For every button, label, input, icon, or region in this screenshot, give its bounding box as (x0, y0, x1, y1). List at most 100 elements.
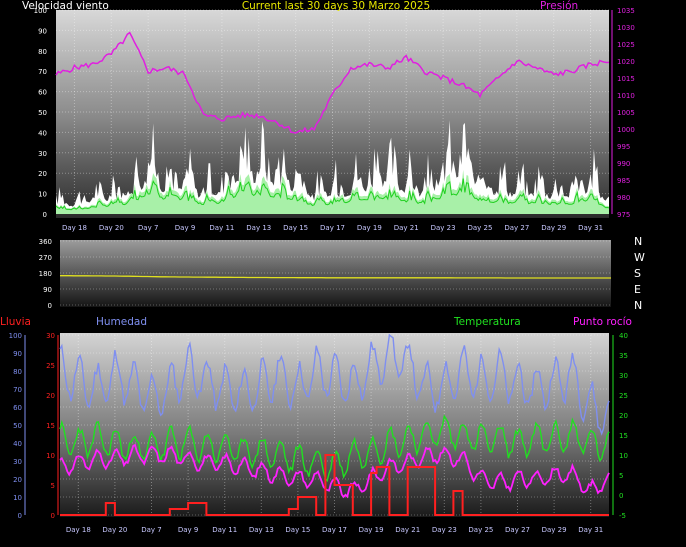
wind-axis-tick: 20 (38, 170, 47, 178)
weather-day-tick: Day 9 (178, 526, 199, 534)
weather-day-tick: Day 20 (102, 526, 127, 534)
direction-axis-tick: 360 (39, 238, 52, 246)
pressure-axis-tick: 1000 (617, 126, 635, 134)
humidity-axis-tick: 0 (18, 512, 22, 520)
temperature-axis-tick: -5 (619, 512, 626, 520)
pressure-axis-tick: 975 (617, 211, 630, 219)
wind-direction-line (60, 275, 611, 279)
direction-axis-tick: 270 (39, 254, 52, 262)
direction-axis-tick: 90 (43, 286, 52, 294)
chart-title: Current last 30 days 30 Marzo 2025 (242, 0, 430, 12)
weather-panel-background (60, 333, 609, 517)
pressure-axis-tick: 985 (617, 177, 630, 185)
temperature-axis-tick: 5 (619, 472, 623, 480)
wind-day-tick: Day 31 (578, 224, 603, 232)
compass-n-bottom: N (634, 299, 642, 312)
weather-day-tick: Day 23 (432, 526, 457, 534)
humidity-axis-tick: 90 (13, 350, 22, 358)
humidity-axis-tick: 80 (13, 368, 22, 376)
humidity-axis-tick: 40 (13, 440, 22, 448)
temperature-label: Temperatura (453, 316, 521, 328)
wind-axis-tick: 40 (38, 129, 47, 137)
weather-day-tick: Day 19 (359, 526, 384, 534)
wind-day-tick: Day 18 (62, 224, 87, 232)
compass-e: E (634, 283, 641, 296)
wind-day-tick: Day 17 (320, 224, 345, 232)
rain-axis-tick: 0 (51, 512, 55, 520)
rain-axis-tick: 15 (46, 422, 55, 430)
rain-axis-tick: 30 (46, 332, 55, 340)
wind-day-tick: Day 15 (283, 224, 308, 232)
wind-day-tick: Day 7 (138, 224, 159, 232)
temperature-axis-tick: 0 (619, 492, 623, 500)
rain-axis-tick: 20 (46, 392, 55, 400)
rain-axis-tick: 10 (46, 452, 55, 460)
weather-day-tick: Day 7 (141, 526, 162, 534)
wind-day-tick: Day 9 (175, 224, 196, 232)
wind-axis-tick: 0 (43, 211, 47, 219)
wind-axis-tick: 90 (38, 27, 47, 35)
temperature-axis-tick: 20 (619, 412, 628, 420)
pressure-axis-tick: 1025 (617, 41, 635, 49)
direction-axis-tick: 0 (48, 302, 52, 310)
temperature-axis-tick: 40 (619, 332, 628, 340)
compass-s: S (634, 267, 641, 280)
weather-day-tick: Day 15 (285, 526, 310, 534)
rain-axis-tick: 5 (51, 482, 55, 490)
wind-axis-tick: 30 (38, 150, 47, 158)
chart-marks (55, 31, 611, 516)
wind-axis-tick: 50 (38, 109, 47, 117)
pressure-axis-tick: 980 (617, 194, 630, 202)
weather-day-tick: Day 25 (468, 526, 493, 534)
pressure-axis-tick: 1005 (617, 109, 635, 117)
temperature-axis-tick: 30 (619, 372, 628, 380)
rain-line (60, 454, 609, 516)
compass-w: W (634, 251, 645, 264)
humidity-axis-tick: 50 (13, 422, 22, 430)
pressure-axis-tick: 990 (617, 160, 630, 168)
rain-label: Lluvia (0, 316, 31, 328)
wind-average-line (55, 178, 610, 211)
temperature-axis-tick: 25 (619, 392, 628, 400)
temperature-axis-tick: 15 (619, 432, 628, 440)
pressure-axis-tick: 1010 (617, 92, 635, 100)
wind-day-tick: Day 25 (467, 224, 492, 232)
temperature-axis-tick: 10 (619, 452, 628, 460)
pressure-line (55, 31, 610, 134)
pressure-axis-tick: 1035 (617, 7, 635, 15)
humidity-label: Humedad (96, 316, 147, 328)
compass-n-top: N (634, 235, 642, 248)
weather-day-tick: Day 29 (542, 526, 567, 534)
humidity-axis-tick: 30 (13, 458, 22, 466)
tick-labels: 0102030405060708090100975980985990995100… (9, 7, 635, 534)
weather-day-tick: Day 21 (395, 526, 420, 534)
wind-axis-tick: 100 (34, 7, 47, 15)
weather-day-tick: Day 13 (249, 526, 274, 534)
direction-panel-background (60, 240, 611, 307)
pressure-axis-tick: 1020 (617, 58, 635, 66)
pressure-axis-tick: 1015 (617, 75, 635, 83)
wind-day-tick: Day 21 (394, 224, 419, 232)
wind-axis-tick: 70 (38, 68, 47, 76)
humidity-axis-tick: 70 (13, 386, 22, 394)
wind-day-tick: Day 13 (246, 224, 271, 232)
humidity-axis-tick: 60 (13, 404, 22, 412)
weather-day-tick: Day 11 (212, 526, 237, 534)
humidity-axis-tick: 20 (13, 476, 22, 484)
pressure-axis-tick: 995 (617, 143, 630, 151)
wind-day-tick: Day 20 (99, 224, 124, 232)
wind-day-tick: Day 23 (431, 224, 456, 232)
direction-axis-tick: 180 (39, 270, 52, 278)
pressure-label: Presión (540, 0, 578, 12)
humidity-line (59, 333, 610, 436)
wind-day-tick: Day 19 (357, 224, 382, 232)
weather-day-tick: Day 17 (322, 526, 347, 534)
weather-day-tick: Day 27 (505, 526, 530, 534)
dewpoint-label: Punto rocío (573, 316, 632, 328)
wind-average-area (56, 169, 609, 214)
rain-axis-tick: 25 (46, 362, 55, 370)
weather-day-tick: Day 18 (66, 526, 91, 534)
temperature-axis-tick: 35 (619, 352, 628, 360)
wind-day-tick: Day 11 (209, 224, 234, 232)
